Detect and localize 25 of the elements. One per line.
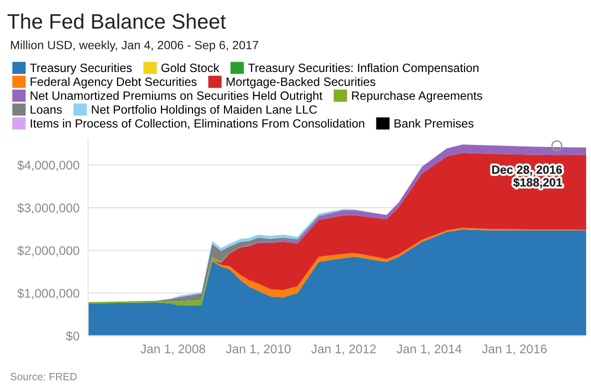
legend-label: Mortgage-Backed Securities [226,77,376,88]
x-tick-label: Jan 1, 2016 [482,344,547,355]
annotation: Dec 28, 2016 $188,201 [492,166,562,188]
y-tick-label: $3,000,000 [17,202,80,214]
legend-label: Federal Agency Debt Securities [30,77,197,88]
legend-label: Treasury Securities [30,63,132,74]
x-tick-label: Jan 1, 2010 [226,344,291,355]
source-note: Source: FRED [10,372,77,380]
legend-label: Loans [30,105,62,114]
x-tick-label: Jan 1, 2008 [140,344,206,355]
y-tick-label: $4,000,000 [17,160,80,172]
chart-subtitle: Million USD, weekly, Jan 4, 2006 - Sep 6, 2017 [11,40,258,52]
legend-label: Treasury Securities: Inflation Compensation [248,63,478,74]
legend-label: Items in Process of Collection, Eliminations From Consolidation [30,118,364,130]
x-tick-label: Jan 1, 2014 [396,344,462,355]
chart-title: The Fed Balance Sheet [8,14,226,29]
legend-label: Net Portfolio Holdings of Maiden Lane LLC [92,105,317,116]
y-tick-label: $1,000,000 [17,288,80,300]
y-tick-label: $0 [66,331,80,342]
legend-label: Gold Stock [161,63,220,72]
x-tick-label: Jan 1, 2012 [311,344,376,355]
legend-label: Repurchase Agreements [352,91,482,102]
legend-label: Bank Premises [394,118,474,128]
y-tick-label: $2,000,000 [17,246,80,257]
legend-label: Net Unamortized Premiums on Securities Held Outright [30,91,322,102]
